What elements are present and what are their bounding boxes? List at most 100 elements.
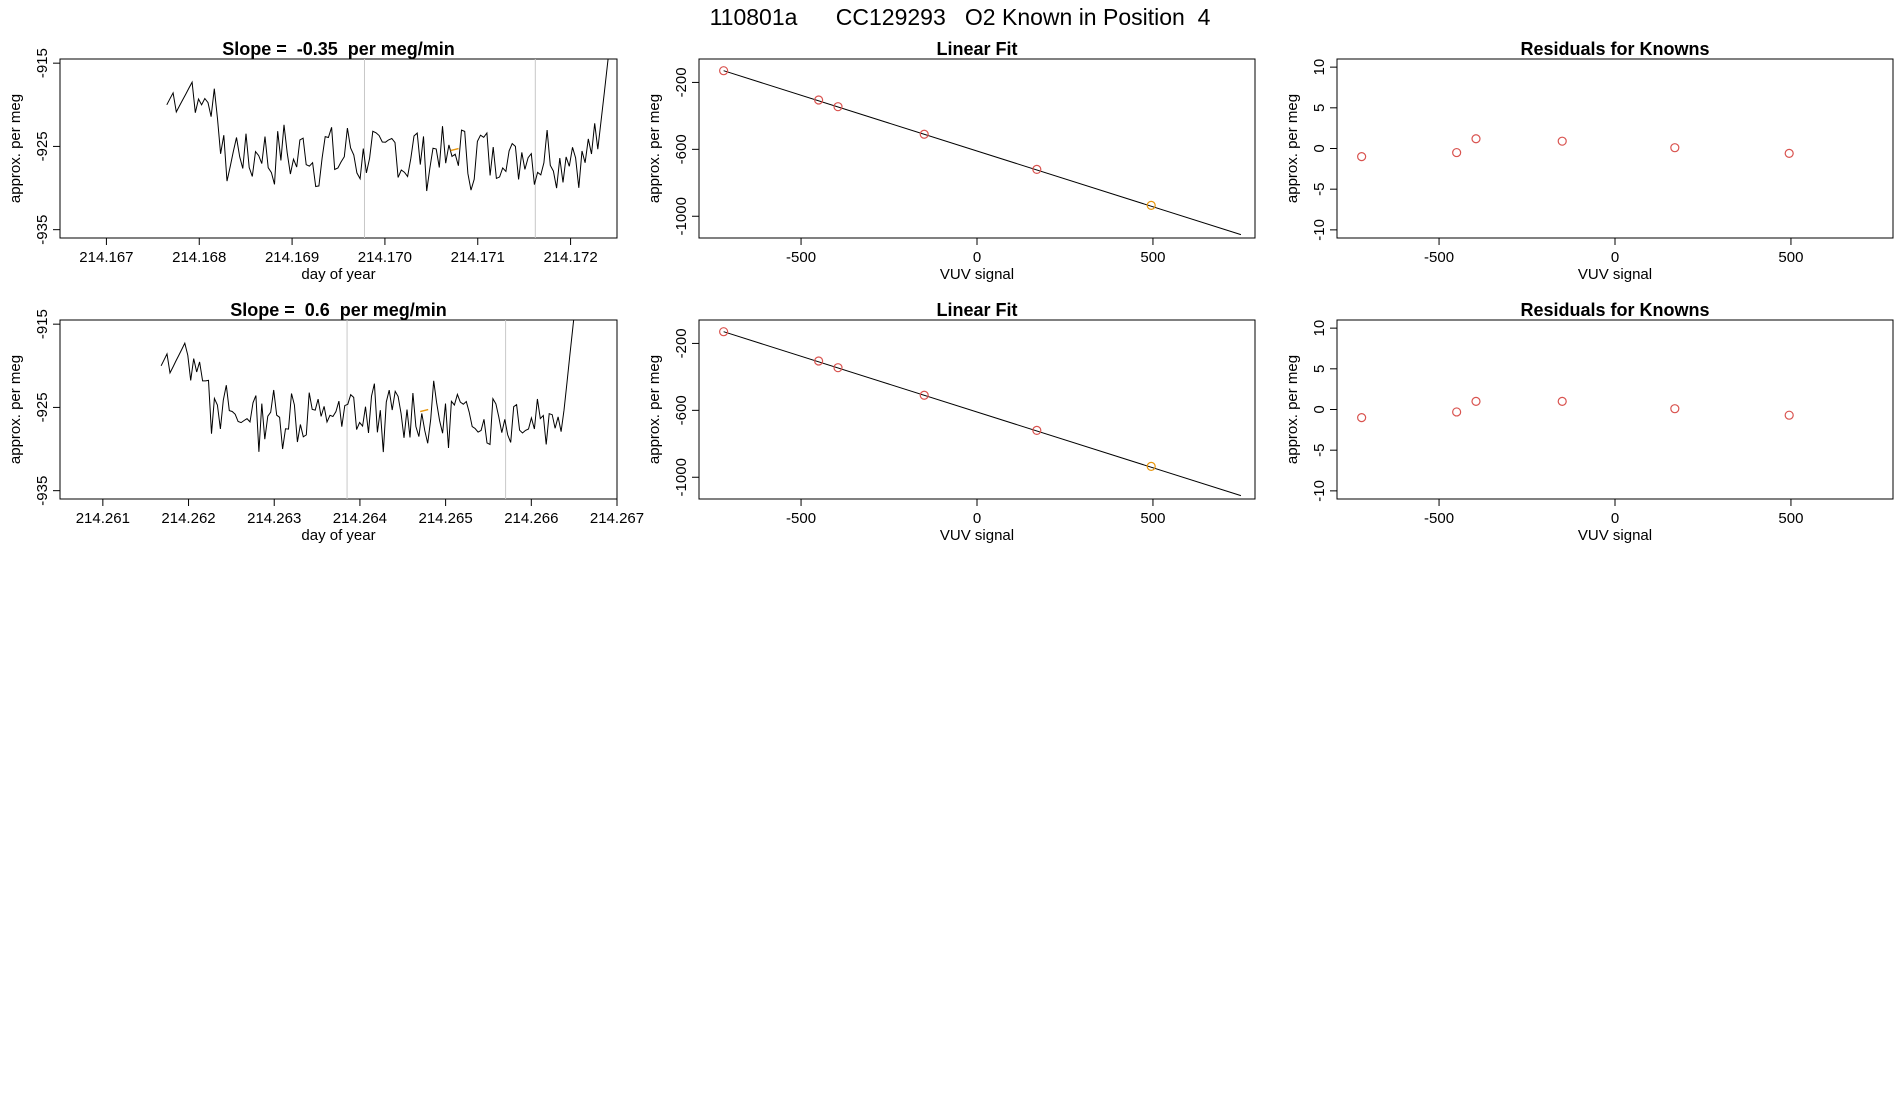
x-tick-label: -500 — [1424, 510, 1454, 527]
series-line — [160, 320, 575, 453]
data-point — [1670, 143, 1680, 153]
data-point — [1357, 413, 1367, 423]
data-point — [1452, 147, 1462, 158]
y-axis-label: approx. per meg — [1284, 94, 1301, 203]
y-axis-label: approx. per meg — [646, 94, 663, 203]
data-point — [1452, 407, 1462, 417]
y-tick-label: -935 — [34, 215, 51, 245]
data-point — [919, 129, 929, 139]
x-tick-label: 214.265 — [418, 510, 472, 527]
x-tick-label: 214.261 — [76, 510, 130, 527]
y-tick-label: 10 — [1311, 59, 1328, 76]
x-tick-label: 214.167 — [79, 249, 133, 266]
y-tick-label: 10 — [1311, 320, 1328, 337]
fit-line — [723, 331, 1242, 497]
chart-title: Slope = 0.6 per meg/min — [230, 300, 447, 320]
x-tick-label: -500 — [786, 510, 816, 527]
chart-title: Linear Fit — [936, 300, 1017, 320]
x-tick-label: 0 — [973, 249, 981, 266]
data-point — [1557, 396, 1567, 406]
y-tick-label: 5 — [1311, 104, 1328, 112]
plot-frame — [698, 58, 1256, 239]
plot-frame — [59, 58, 618, 239]
y-tick-label: -5 — [1311, 183, 1328, 196]
data-point — [1784, 410, 1794, 420]
y-tick-label: -1000 — [673, 458, 690, 496]
x-tick-label: 214.168 — [172, 249, 226, 266]
y-axis-label: approx. per meg — [7, 355, 24, 464]
chart-title: Linear Fit — [936, 39, 1017, 59]
panel-res2: Residuals for Knowns -500 0 500 -10 -5 0 5 10 VUV… — [1284, 300, 1894, 544]
panel-ts2: Slope = 0.6 per meg/min 214.261 214.262 214… — [7, 300, 644, 544]
chart-title: Residuals for Knowns — [1520, 39, 1709, 59]
x-axis-label: VUV signal — [1578, 266, 1652, 283]
y-axis-label: approx. per meg — [646, 355, 663, 464]
data-point — [1357, 152, 1367, 162]
x-tick-label: 0 — [973, 510, 981, 527]
y-tick-label: -600 — [673, 134, 690, 164]
x-tick-label: 0 — [1611, 249, 1619, 266]
plot-area — [1357, 396, 1794, 423]
y-tick-label: 0 — [1311, 405, 1328, 413]
x-tick-label: 214.266 — [504, 510, 558, 527]
x-tick-label: 500 — [1140, 249, 1165, 266]
plot-area — [719, 66, 1242, 236]
data-point — [1146, 200, 1156, 210]
data-point — [1784, 148, 1794, 158]
y-axis-label: approx. per meg — [1284, 355, 1301, 464]
plot-frame — [1336, 319, 1894, 500]
data-point — [719, 327, 729, 337]
panel-ts1: Slope = -0.35 per meg/min 214.167 214.168 2… — [7, 39, 618, 283]
y-tick-label: -10 — [1311, 480, 1328, 502]
plot-area — [166, 59, 609, 238]
y-tick-label: -925 — [34, 392, 51, 422]
y-tick-label: -1000 — [673, 197, 690, 235]
plot-frame — [698, 319, 1256, 500]
data-point — [1032, 164, 1042, 175]
x-tick-label: 214.172 — [543, 249, 597, 266]
x-axis-label: day of year — [301, 527, 375, 544]
highlight-mark — [420, 408, 429, 413]
data-point — [1670, 404, 1680, 414]
data-point — [1471, 396, 1481, 406]
y-tick-label: -600 — [673, 395, 690, 425]
figure-title: 110801a CC129293 O2 Known in Position 4 — [710, 4, 1211, 30]
x-tick-label: 214.264 — [333, 510, 387, 527]
plot-frame — [59, 319, 618, 500]
panel-fit2: Linear Fit -500 0 500 -200 -600 -1000 VUV signa… — [646, 300, 1256, 544]
panels: Slope = -0.35 per meg/min 214.167 214.168 2… — [7, 39, 1894, 544]
data-point — [814, 95, 824, 105]
y-tick-label: -915 — [34, 48, 51, 78]
highlight-mark — [450, 147, 459, 152]
x-axis-label: VUV signal — [940, 527, 1014, 544]
data-point — [719, 66, 729, 76]
y-tick-label: -200 — [673, 328, 690, 358]
x-axis-label: VUV signal — [1578, 527, 1652, 544]
data-point — [1471, 134, 1481, 144]
x-tick-label: 500 — [1778, 510, 1803, 527]
plot-area — [719, 327, 1242, 497]
plot-frame — [1336, 58, 1894, 239]
x-tick-label: 214.263 — [247, 510, 301, 527]
data-point — [1032, 425, 1042, 436]
data-point — [1557, 136, 1567, 146]
y-tick-label: -915 — [34, 309, 51, 339]
x-tick-label: 214.169 — [265, 249, 319, 266]
y-axis-label: approx. per meg — [7, 94, 24, 203]
panel-fit1: Linear Fit -500 0 500 -200 -600 -1000 VUV signa… — [646, 39, 1256, 283]
x-tick-label: 500 — [1778, 249, 1803, 266]
x-tick-label: -500 — [786, 249, 816, 266]
x-tick-label: 214.267 — [590, 510, 644, 527]
x-axis-label: VUV signal — [940, 266, 1014, 283]
plot-area — [1357, 134, 1794, 162]
data-point — [833, 363, 843, 373]
data-point — [814, 356, 824, 366]
y-tick-label: 5 — [1311, 365, 1328, 373]
data-point — [833, 102, 843, 112]
data-point — [919, 390, 929, 400]
x-tick-label: 0 — [1611, 510, 1619, 527]
y-tick-label: -935 — [34, 476, 51, 506]
fit-line — [723, 70, 1242, 236]
y-tick-label: -200 — [673, 67, 690, 97]
